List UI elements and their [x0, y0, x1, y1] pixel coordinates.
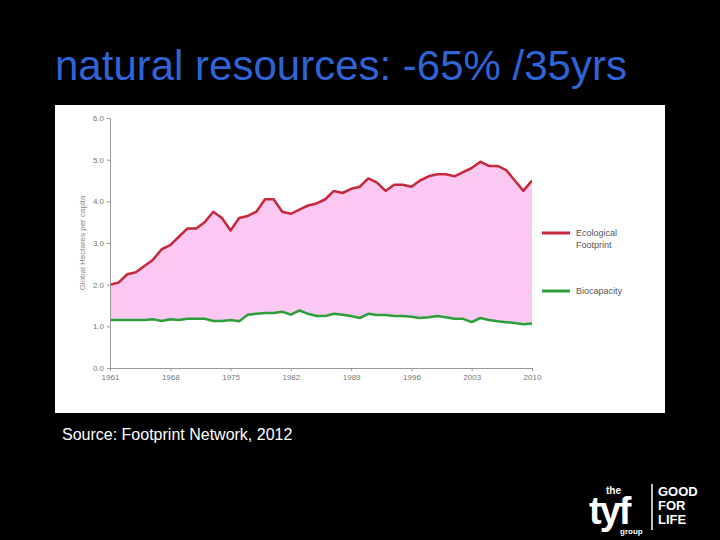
tick-mark [110, 368, 111, 371]
tick-label: 4.0 [93, 197, 105, 206]
tick-mark [107, 326, 110, 327]
tick-label: 1982 [282, 373, 300, 382]
tick-label: 1.0 [93, 322, 105, 331]
tick-label: 5.0 [93, 156, 105, 165]
tick-label: 1975 [222, 373, 240, 382]
tick-label: 2.0 [93, 281, 105, 290]
tick-mark [291, 368, 292, 371]
tick-label: 1968 [162, 373, 180, 382]
legend-swatch [542, 290, 570, 293]
logo-tagline: FOR [658, 498, 686, 513]
logo-brand: tyf [589, 490, 632, 532]
y-tick: 1.0 [93, 322, 110, 331]
title: natural resources: -65% /35yrs [55, 42, 627, 89]
gap-area [110, 162, 532, 325]
chart-panel [55, 105, 665, 413]
axis-line [107, 119, 111, 369]
x-axis: 1961 1968 1975 1982 1989 1996 2003 2010 [102, 368, 542, 382]
legend-entry: Biocapacity [576, 286, 623, 296]
tick-label: 2010 [524, 373, 542, 382]
tick-mark [411, 368, 412, 371]
tick-mark [472, 368, 473, 371]
tick-label: 6.0 [93, 114, 105, 123]
logo-tagline: GOOD [658, 484, 698, 499]
legend: Ecological Footprint Biocapacity [542, 228, 623, 296]
tick-mark [231, 368, 232, 371]
legend-entry: Ecological Footprint [576, 228, 620, 250]
logo: thetyfgroupGOODFORLIFE [589, 484, 698, 536]
x-tick: 1996 [403, 368, 421, 382]
tick-mark [107, 243, 110, 244]
y-tick: 2.0 [93, 281, 110, 290]
y-tick: 4.0 [93, 197, 110, 206]
tick-mark [107, 201, 110, 202]
tick-mark [107, 160, 110, 161]
x-tick: 1968 [162, 368, 180, 382]
x-tick: 1961 [102, 368, 120, 382]
y-axis-title: Global Hectares per capita [78, 195, 87, 290]
legend-swatch [542, 232, 570, 235]
y-tick: 5.0 [93, 156, 110, 165]
x-tick: 1989 [343, 368, 361, 382]
y-tick: 3.0 [93, 239, 110, 248]
background [0, 0, 720, 540]
tick-label: 2003 [463, 373, 481, 382]
tick-mark [351, 368, 352, 371]
x-tick: 2003 [463, 368, 481, 382]
y-axis: 0.01.02.03.04.05.06.0 [93, 114, 111, 373]
tick-mark [170, 368, 171, 371]
logo-divider [651, 484, 653, 530]
tick-mark [532, 368, 533, 371]
x-tick: 2010 [524, 368, 542, 382]
tick-label: 1961 [102, 373, 120, 382]
x-tick: 1975 [222, 368, 240, 382]
axis-line [111, 369, 533, 372]
slide: natural resources: -65% /35yrs0.01.02.03… [0, 0, 720, 540]
series-line [110, 311, 532, 325]
tick-label: 1989 [343, 373, 361, 382]
tick-mark [107, 368, 110, 369]
tick-mark [107, 285, 110, 286]
x-tick: 1982 [282, 368, 300, 382]
logo-tagline: LIFE [658, 512, 686, 527]
y-tick: 6.0 [93, 114, 110, 123]
tick-label: 3.0 [93, 239, 105, 248]
tick-mark [107, 118, 110, 119]
tick-label: 1996 [403, 373, 421, 382]
source: Source: Footprint Network, 2012 [62, 426, 292, 443]
series-line [110, 162, 532, 285]
plot-area [110, 162, 532, 325]
logo-sub: group [620, 527, 643, 536]
